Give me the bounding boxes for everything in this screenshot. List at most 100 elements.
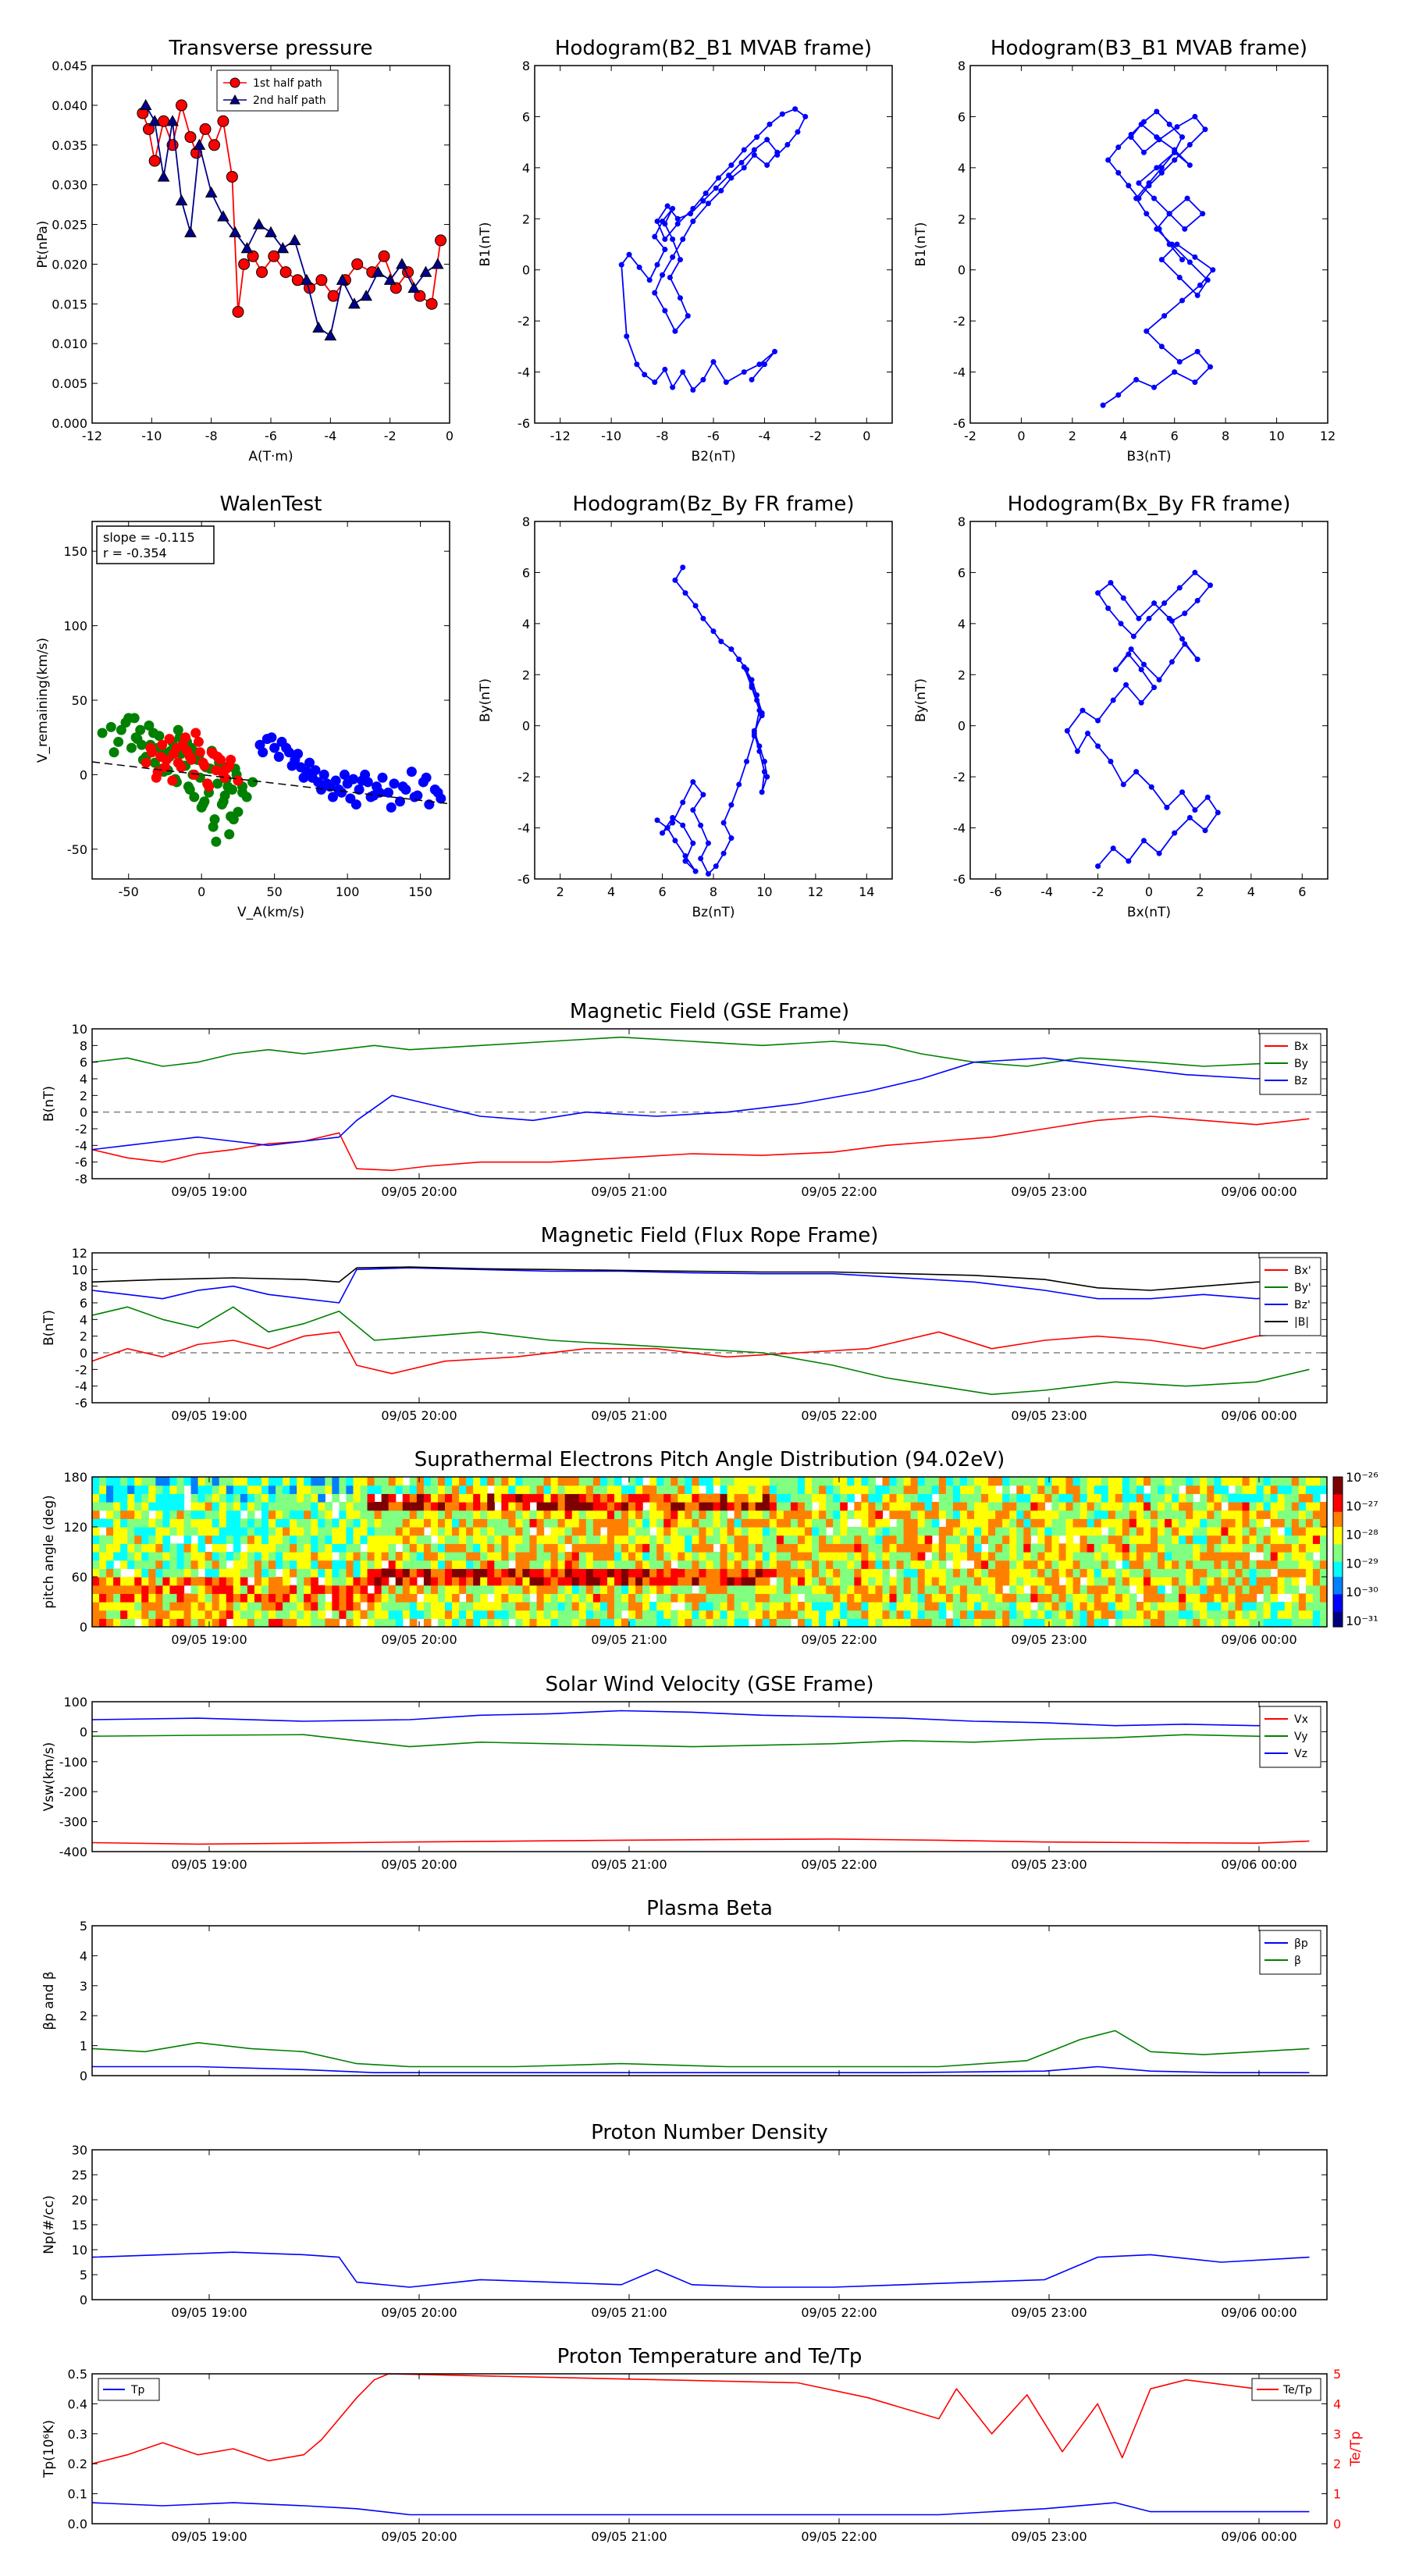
data-point: [754, 697, 760, 703]
pad-cell: [1277, 1602, 1286, 1611]
pad-cell: [304, 1510, 311, 1519]
pad-cell: [734, 1485, 742, 1494]
data-point: [348, 297, 361, 309]
pad-cell: [790, 1602, 799, 1611]
pad-cell: [769, 1510, 777, 1519]
pad-cell: [459, 1602, 467, 1611]
pad-cell: [550, 1552, 559, 1561]
pad-cell: [1009, 1518, 1017, 1528]
y-tick-label: -4: [953, 365, 966, 380]
data-point: [1172, 369, 1178, 375]
y-tick-label: 30: [72, 2143, 87, 2158]
pad-cell: [529, 1602, 538, 1611]
data-point: [1174, 241, 1180, 247]
pad-cell: [606, 1560, 615, 1569]
pad-cell: [543, 1618, 552, 1628]
pad-cell: [727, 1560, 735, 1569]
pad-cell: [995, 1518, 1003, 1528]
pad-cell: [910, 1535, 919, 1544]
pad-cell: [854, 1593, 862, 1603]
pad-cell: [1030, 1477, 1038, 1486]
pad-cell: [1284, 1543, 1293, 1553]
pad-cell: [833, 1518, 841, 1528]
x-tick-label: -4: [758, 429, 770, 443]
pad-cell: [833, 1477, 841, 1486]
pad-cell: [212, 1593, 220, 1603]
pad-cell: [1270, 1518, 1279, 1528]
data-point: [205, 186, 218, 197]
pad-cell: [621, 1502, 629, 1511]
pad-cell: [1305, 1560, 1314, 1569]
pad-cell: [1072, 1568, 1081, 1578]
pad-cell: [240, 1518, 248, 1528]
pad-cell: [1193, 1593, 1200, 1603]
pad-cell: [720, 1485, 728, 1494]
pad-cell: [642, 1585, 650, 1594]
pad-cell: [833, 1593, 841, 1603]
pad-cell: [635, 1518, 643, 1528]
data-point: [159, 762, 170, 773]
pad-cell: [592, 1585, 601, 1594]
pad-cell: [621, 1568, 629, 1578]
pad-cell: [748, 1502, 756, 1511]
panel-bfr: Magnetic Field (Flux Rope Frame)-6-4-202…: [41, 1224, 1328, 1423]
pad-cell: [945, 1518, 954, 1528]
pad-cell: [113, 1527, 121, 1536]
pad-cell: [543, 1485, 552, 1494]
pad-cell: [550, 1593, 559, 1603]
pad-cell: [1249, 1618, 1257, 1628]
pad-cell: [1151, 1568, 1158, 1578]
y-tick-label: -50: [67, 842, 87, 857]
pad-cell: [529, 1568, 538, 1578]
pad-cell: [473, 1477, 481, 1486]
pad-cell: [318, 1518, 325, 1528]
data-point: [1095, 743, 1101, 749]
data-point: [199, 796, 210, 807]
pad-cell: [205, 1610, 213, 1619]
pad-cell: [847, 1493, 855, 1503]
pad-cell: [240, 1585, 248, 1594]
pad-cell: [557, 1593, 566, 1603]
pad-cell: [720, 1602, 728, 1611]
pad-cell: [466, 1485, 474, 1494]
pad-cell: [734, 1602, 742, 1611]
pad-cell: [974, 1593, 982, 1603]
pad-cell: [931, 1518, 940, 1528]
pad-cell: [1037, 1568, 1045, 1578]
pad-cell: [1186, 1543, 1193, 1553]
pad-cell: [1151, 1535, 1158, 1544]
pad-cell: [910, 1610, 919, 1619]
pad-cell: [819, 1618, 827, 1628]
pad-cell: [226, 1493, 234, 1503]
pad-cell: [1270, 1585, 1279, 1594]
pad-cell: [734, 1502, 742, 1511]
pad-cell: [1249, 1568, 1257, 1578]
pad-cell: [578, 1602, 587, 1611]
pad-cell: [304, 1535, 311, 1544]
pad-cell: [1002, 1568, 1010, 1578]
pad-cell: [1235, 1518, 1243, 1528]
pad-cell: [1235, 1610, 1243, 1619]
data-point: [618, 262, 624, 268]
pad-cell: [1270, 1493, 1279, 1503]
pad-cell: [219, 1552, 227, 1561]
pad-cell: [988, 1518, 996, 1528]
pad-cell: [875, 1527, 884, 1536]
pad-cell: [1030, 1502, 1038, 1511]
pad-cell: [297, 1560, 304, 1569]
pad-cell: [148, 1527, 156, 1536]
plot-frame: [969, 65, 1329, 424]
pad-cell: [388, 1493, 397, 1503]
pad-cell: [798, 1485, 806, 1494]
pad-cell: [783, 1552, 791, 1561]
data-point: [238, 258, 251, 270]
pad-cell: [480, 1618, 488, 1628]
pad-cell: [826, 1518, 834, 1528]
pad-cell: [276, 1535, 283, 1544]
pad-cell: [1044, 1477, 1053, 1486]
pad-cell: [931, 1585, 940, 1594]
pad-cell: [952, 1535, 961, 1544]
pad-cell: [769, 1485, 777, 1494]
pad-cell: [678, 1552, 685, 1561]
pad-cell: [798, 1602, 806, 1611]
